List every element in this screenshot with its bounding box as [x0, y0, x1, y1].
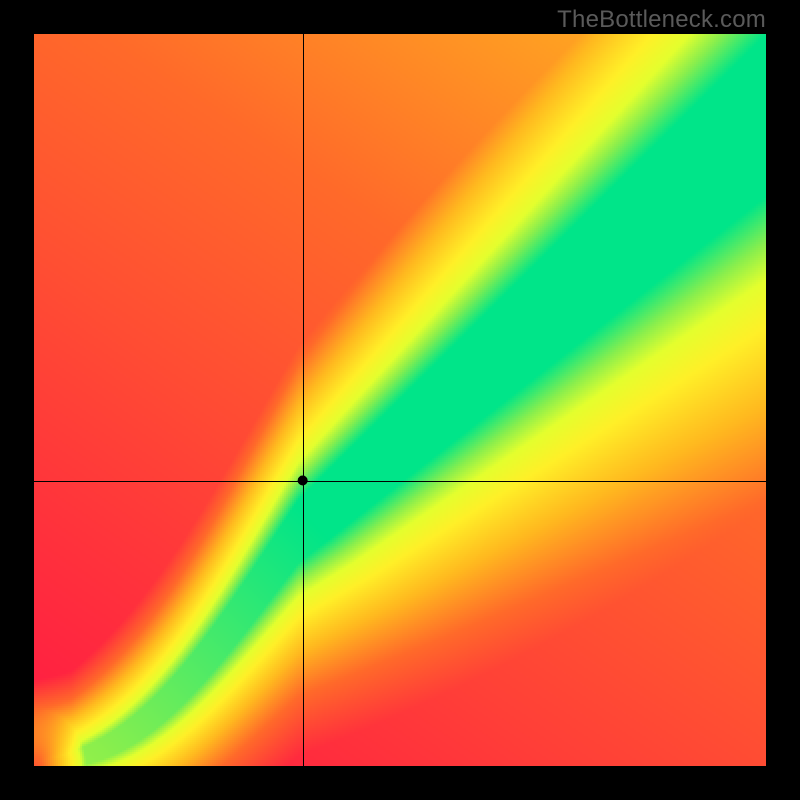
chart-container: TheBottleneck.com [0, 0, 800, 800]
watermark-text: TheBottleneck.com [557, 6, 766, 34]
bottleneck-heatmap-canvas [0, 0, 800, 800]
